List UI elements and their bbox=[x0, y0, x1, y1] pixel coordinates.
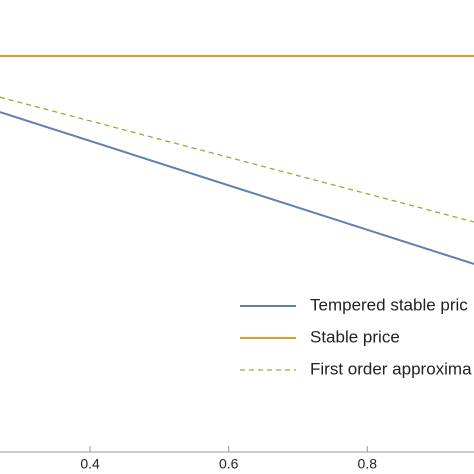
legend-label: Stable price bbox=[310, 327, 400, 346]
x-tick-label: 0.6 bbox=[219, 456, 239, 472]
line-series bbox=[0, 96, 474, 223]
legend-label: First order approxima bbox=[310, 359, 472, 378]
line-series bbox=[0, 111, 474, 265]
legend-label: Tempered stable pric bbox=[310, 295, 468, 314]
x-tick-label: 0.4 bbox=[80, 456, 100, 472]
x-tick-label: 0.8 bbox=[358, 456, 378, 472]
legend: Tempered stable pric Stable price First or… bbox=[240, 295, 472, 378]
